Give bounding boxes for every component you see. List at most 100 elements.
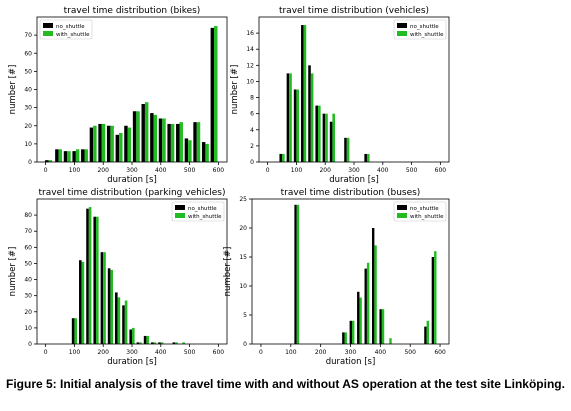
bar-no_shuttle [106, 125, 111, 162]
chart-bikes: 0 100 200 300 400 500 600 0 10 20 30 40 50 60 70 travel… [8, 6, 228, 185]
y-tick-label: 30 [24, 105, 32, 112]
bar-no_shuttle [315, 105, 319, 162]
bar-no_shuttle [308, 65, 311, 162]
bar-with_shuttle [179, 122, 183, 163]
y-tick-label: 20 [24, 123, 32, 130]
bar-with_shuttle [170, 123, 175, 162]
bar-no_shuttle [122, 305, 125, 344]
bar-with_shuttle [303, 25, 307, 163]
bar-with_shuttle [101, 123, 106, 162]
x-axis-label: duration [s] [107, 357, 157, 367]
y-tick-label: 0 [250, 159, 254, 166]
bar-with_shuttle [214, 26, 218, 163]
bar-no_shuttle [349, 320, 352, 344]
bar-with_shuttle [75, 149, 80, 162]
x-axis-label: duration [s] [107, 175, 157, 185]
x-tick-label: 600 [434, 349, 446, 356]
bar-with_shuttle [162, 118, 166, 162]
bar-with_shuttle [310, 73, 314, 162]
bar-with_shuttle [119, 133, 123, 162]
bar-no_shuttle [201, 142, 206, 162]
bar-with_shuttle [84, 149, 88, 162]
bar-with_shuttle [88, 207, 92, 344]
bar-with_shuttle [282, 153, 285, 162]
bar-no_shuttle [301, 25, 304, 163]
bar-no_shuttle [150, 113, 154, 162]
x-tick-label: 400 [155, 349, 167, 356]
bar-with_shuttle [74, 318, 78, 344]
x-tick-label: 200 [97, 349, 109, 356]
x-tick-label: 500 [184, 349, 196, 356]
bar-no_shuttle [45, 160, 49, 162]
bar-with_shuttle [366, 153, 370, 162]
legend-label: no_shuttle [410, 206, 439, 212]
bar-no_shuttle [158, 118, 163, 162]
y-tick-label: 0 [243, 341, 247, 348]
bar-no_shuttle [424, 326, 427, 344]
y-tick-label: 0 [28, 159, 32, 166]
bar-with_shuttle [389, 338, 392, 344]
legend-label: no_shuttle [56, 24, 85, 30]
x-tick-label: 200 [315, 349, 327, 356]
bar-with_shuttle [344, 332, 347, 344]
bar-with_shuttle [318, 105, 321, 162]
chart-title: travel time distribution (bikes) [64, 6, 201, 16]
y-tick-label: 80 [24, 212, 32, 219]
y-axis-label: number [#] [230, 65, 240, 115]
y-tick-label: 0 [28, 341, 32, 348]
bar-with_shuttle [103, 252, 106, 344]
bar-no_shuttle [431, 257, 435, 344]
legend: no_shuttle with_shuttle [393, 201, 447, 222]
bar-with_shuttle [146, 335, 149, 344]
x-tick-label: 400 [155, 167, 167, 174]
bar-no_shuttle [322, 113, 326, 162]
chart-vehicles: 0 100 200 300 400 500 600 0 2 4 6 8 10 12 14 16 travel t… [230, 6, 450, 185]
bar-with_shuttle [296, 204, 300, 344]
bar-with_shuttle [381, 309, 385, 344]
bar-with_shuttle [374, 245, 377, 344]
bar-no_shuttle [129, 329, 132, 344]
y-tick-label: 70 [24, 228, 32, 235]
bar-no_shuttle [293, 89, 297, 162]
chart-buses: 0 100 200 300 400 500 600 0 5 10 15 20 25 travel time… [223, 188, 450, 367]
x-axis-label: duration [s] [326, 357, 376, 367]
bar-no_shuttle [143, 335, 147, 344]
bar-with_shuttle [136, 111, 140, 162]
bar-no_shuttle [279, 153, 283, 162]
x-tick-label: 300 [348, 167, 360, 174]
bar-with_shuttle [346, 137, 350, 162]
bar-with_shuttle [188, 140, 192, 162]
legend-label: with_shuttle [56, 32, 90, 38]
legend-label: with_shuttle [188, 214, 222, 220]
x-tick-label: 0 [44, 167, 48, 174]
y-tick-label: 60 [24, 244, 32, 251]
legend-swatch [175, 213, 185, 218]
bar-no_shuttle [294, 204, 297, 344]
bar-with_shuttle [144, 102, 149, 162]
legend-swatch [43, 23, 53, 28]
bar-no_shuttle [184, 138, 189, 162]
bar-no_shuttle [158, 342, 161, 344]
bar-with_shuttle [93, 125, 97, 162]
bar-no_shuttle [98, 123, 102, 162]
bar-with_shuttle [96, 216, 99, 344]
legend-label: with_shuttle [410, 32, 444, 38]
x-tick-label: 0 [266, 167, 270, 174]
bar-with_shuttle [160, 342, 164, 344]
legend-swatch [397, 31, 407, 36]
bar-no_shuttle [172, 342, 176, 344]
bar-no_shuttle [79, 260, 82, 344]
x-tick-label: 0 [44, 349, 48, 356]
bar-no_shuttle [63, 151, 68, 163]
chart-title: travel time distribution (vehicles) [279, 6, 429, 16]
bar-no_shuttle [176, 123, 180, 162]
y-axis-label: number [#] [8, 247, 18, 297]
y-tick-label: 12 [246, 62, 254, 69]
chart-title: travel time distribution (buses) [281, 188, 421, 198]
bar-no_shuttle [136, 342, 140, 344]
bar-no_shuttle [210, 27, 215, 163]
y-tick-label: 5 [243, 312, 247, 319]
x-tick-label: 300 [126, 349, 138, 356]
bar-with_shuttle [325, 113, 328, 162]
bar-no_shuttle [141, 104, 145, 162]
